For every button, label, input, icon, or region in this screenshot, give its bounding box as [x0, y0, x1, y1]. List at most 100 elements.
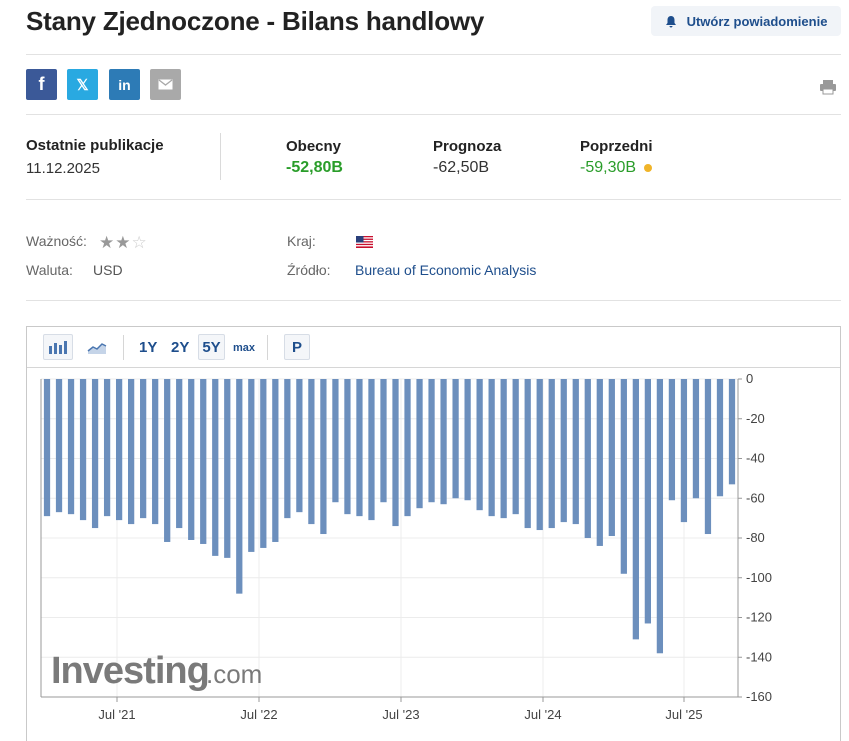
p-button[interactable]: P	[284, 334, 310, 360]
previous-label: Poprzedni	[580, 138, 653, 155]
twitter-share-button[interactable]: 𝕏	[67, 69, 98, 100]
chart-bar	[477, 379, 483, 510]
range-5y[interactable]: 5Y	[198, 334, 225, 360]
chart-bar	[669, 379, 675, 500]
chart-bar	[284, 379, 290, 518]
twitter-icon: 𝕏	[76, 76, 88, 94]
chart-bar	[188, 379, 194, 540]
chart-bar	[609, 379, 615, 536]
actual-label: Obecny	[286, 138, 341, 155]
source-link[interactable]: Bureau of Economic Analysis	[355, 262, 536, 278]
chart-bar	[164, 379, 170, 542]
x-tick-label: Jul '24	[524, 707, 561, 722]
y-tick-label: 0	[746, 371, 753, 386]
investing-watermark-suffix: .com	[206, 659, 262, 689]
divider	[26, 199, 841, 200]
linkedin-share-button[interactable]: in	[109, 69, 140, 100]
chart-bar	[260, 379, 266, 548]
divider	[123, 335, 124, 360]
chart-bar	[416, 379, 422, 508]
star-filled-icon: ★	[99, 234, 114, 251]
create-alert-button[interactable]: Utwórz powiadomienie	[651, 6, 841, 36]
y-tick-label: -120	[746, 610, 772, 625]
chart-bar	[212, 379, 218, 556]
currency-label: Waluta:	[26, 262, 73, 278]
chart-bar	[272, 379, 278, 542]
chart-bar	[152, 379, 158, 524]
chart-bar	[224, 379, 230, 558]
latest-release-label: Ostatnie publikacje	[26, 137, 164, 154]
chart-bar	[633, 379, 639, 639]
chart-bar	[440, 379, 446, 504]
chart-bar	[525, 379, 531, 528]
chart-bar	[116, 379, 122, 520]
chart-bar	[344, 379, 350, 514]
chart-bar	[681, 379, 687, 522]
chart-bar	[717, 379, 723, 496]
chart-bar	[404, 379, 410, 516]
latest-release-date: 11.12.2025	[26, 160, 100, 177]
x-tick-label: Jul '22	[240, 707, 277, 722]
star-empty-icon: ☆	[132, 234, 147, 251]
chart-bar	[68, 379, 74, 514]
y-tick-label: -60	[746, 490, 765, 505]
forecast-label: Prognoza	[433, 138, 501, 155]
facebook-share-button[interactable]: f	[26, 69, 57, 100]
chart-bar	[573, 379, 579, 524]
chart-bar	[501, 379, 507, 518]
bar-chart-icon	[48, 340, 68, 354]
revision-dot-icon[interactable]	[644, 164, 652, 172]
divider	[267, 335, 268, 360]
us-flag-icon	[356, 236, 373, 248]
chart-bar	[561, 379, 567, 522]
chart-bar	[296, 379, 302, 512]
chart-bar	[44, 379, 50, 516]
chart-bar	[308, 379, 314, 524]
chart-bar	[428, 379, 434, 502]
y-tick-label: -160	[746, 689, 772, 704]
chart-bar	[585, 379, 591, 538]
x-tick-label: Jul '23	[382, 707, 419, 722]
linkedin-icon: in	[118, 77, 130, 93]
chart-bar	[380, 379, 386, 502]
chart-bar	[537, 379, 543, 530]
bar-chart-toggle[interactable]	[43, 334, 73, 360]
x-tick-label: Jul '21	[98, 707, 135, 722]
chart-bar	[236, 379, 242, 594]
chart-bar	[56, 379, 62, 512]
email-icon	[158, 79, 173, 90]
chart-bar	[657, 379, 663, 653]
y-tick-label: -80	[746, 530, 765, 545]
chart-bar	[80, 379, 86, 520]
currency-value: USD	[93, 262, 123, 278]
range-2y[interactable]: 2Y	[171, 339, 189, 356]
forecast-value: -62,50B	[433, 159, 489, 177]
email-share-button[interactable]	[150, 69, 181, 100]
source-label: Źródło:	[287, 262, 331, 278]
y-tick-label: -100	[746, 570, 772, 585]
previous-value-wrap: -59,30B	[580, 159, 652, 177]
importance-stars: ★ ★ ☆	[99, 234, 147, 251]
chart-bar	[464, 379, 470, 500]
chart-bar	[549, 379, 555, 528]
chart-bar	[513, 379, 519, 514]
chart-bar	[140, 379, 146, 518]
previous-value: -59,30B	[580, 159, 636, 176]
chart-bar	[320, 379, 326, 534]
chart-bar	[693, 379, 699, 498]
print-icon[interactable]	[819, 79, 837, 95]
chart-bar	[489, 379, 495, 516]
chart-bar	[705, 379, 711, 534]
range-max[interactable]: max	[233, 342, 255, 354]
area-chart-toggle[interactable]	[82, 334, 112, 360]
country-label: Kraj:	[287, 233, 316, 249]
range-1y[interactable]: 1Y	[139, 339, 157, 356]
chart-bar	[128, 379, 134, 524]
chart-toolbar: 1Y 2Y 5Y max P	[27, 327, 840, 368]
chart-bar	[621, 379, 627, 574]
chart-bar	[104, 379, 110, 516]
importance-label: Ważność:	[26, 233, 87, 249]
chart-bar	[200, 379, 206, 544]
chart-container: 1Y 2Y 5Y max P Investing .com 0 -20 -40 -60 -8…	[26, 326, 841, 741]
chart-bar	[92, 379, 98, 528]
